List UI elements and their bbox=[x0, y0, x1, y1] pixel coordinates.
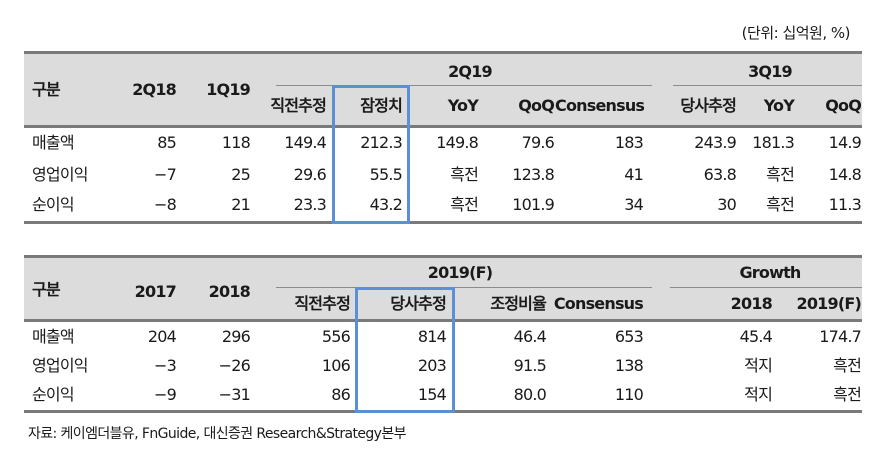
cell-prev-est: 106 bbox=[321, 356, 351, 375]
table2-top-rule bbox=[24, 255, 862, 258]
cell-consensus: 110 bbox=[614, 385, 644, 404]
cell-our-est: 154 bbox=[417, 385, 447, 404]
cell-yoy: 흑전 bbox=[450, 165, 479, 184]
table2-growth-group-rule bbox=[670, 287, 862, 288]
row-label: 영업이익 bbox=[32, 165, 88, 184]
cell-3q19-our-est: 63.8 bbox=[703, 165, 737, 184]
cell-2q18: −7 bbox=[154, 165, 177, 184]
header-adj-ratio: 조정비율 bbox=[490, 294, 546, 313]
cell-prev-est: 86 bbox=[331, 385, 351, 404]
header-yoy: YoY bbox=[447, 96, 479, 115]
table1-2q19-group-rule bbox=[276, 85, 652, 86]
row-label: 순이익 bbox=[32, 195, 75, 214]
group-header-2q19: 2Q19 bbox=[448, 62, 493, 81]
header-prev-est: 직전추정 bbox=[270, 96, 326, 115]
cell-our-est: 814 bbox=[417, 327, 447, 346]
row-label: 영업이익 bbox=[32, 356, 88, 375]
group-header-growth: Growth bbox=[739, 263, 801, 282]
cell-3q19-our-est: 30 bbox=[717, 195, 737, 214]
unit-label: (단위: 십억원, %) bbox=[741, 24, 851, 42]
cell-prelim: 212.3 bbox=[360, 133, 403, 152]
group-header-3q19: 3Q19 bbox=[748, 62, 793, 81]
cell-prev-est: 556 bbox=[321, 327, 351, 346]
cell-qoq: 101.9 bbox=[512, 195, 555, 214]
header-consensus: Consensus bbox=[553, 294, 644, 313]
row-label: 순이익 bbox=[32, 385, 75, 404]
cell-growth-2018: 적지 bbox=[744, 385, 773, 404]
cell-3q19-qoq: 14.8 bbox=[828, 165, 862, 184]
cell-3q19-yoy: 흑전 bbox=[766, 165, 795, 184]
group-header-2019f: 2019(F) bbox=[427, 263, 493, 282]
cell-1q19: 25 bbox=[231, 165, 251, 184]
row-label: 매출액 bbox=[32, 327, 75, 346]
cell-3q19-yoy: 181.3 bbox=[752, 133, 795, 152]
table1-header-rule bbox=[24, 125, 862, 128]
cell-growth-2019f: 흑전 bbox=[833, 356, 862, 375]
cell-growth-2018: 적지 bbox=[744, 356, 773, 375]
header-category: 구분 bbox=[32, 80, 61, 99]
cell-adj-ratio: 91.5 bbox=[513, 356, 547, 375]
cell-2q18: 85 bbox=[157, 133, 177, 152]
row-label: 매출액 bbox=[32, 133, 75, 152]
cell-3q19-qoq: 11.3 bbox=[828, 195, 862, 214]
header-3q19-yoy: YoY bbox=[763, 96, 795, 115]
table2-2019f-group-rule bbox=[276, 287, 652, 288]
cell-2017: −3 bbox=[154, 356, 177, 375]
header-2q18: 2Q18 bbox=[132, 80, 177, 99]
cell-adj-ratio: 46.4 bbox=[513, 327, 547, 346]
header-prelim: 잠정치 bbox=[360, 96, 403, 115]
cell-consensus: 138 bbox=[614, 356, 644, 375]
header-growth-2018: 2018 bbox=[730, 294, 773, 313]
cell-qoq: 123.8 bbox=[512, 165, 555, 184]
table1-header-bg bbox=[24, 53, 862, 127]
header-prev-est: 직전추정 bbox=[294, 294, 350, 313]
header-2017: 2017 bbox=[134, 282, 177, 301]
source-note: 자료: 케이엠더블유, FnGuide, 대신증권 Research&Strat… bbox=[28, 426, 407, 442]
header-2018: 2018 bbox=[208, 282, 251, 301]
cell-our-est: 203 bbox=[417, 356, 447, 375]
cell-3q19-yoy: 흑전 bbox=[766, 195, 795, 214]
cell-growth-2019f: 174.7 bbox=[819, 327, 862, 346]
cell-growth-2019f: 흑전 bbox=[833, 385, 862, 404]
cell-qoq: 79.6 bbox=[521, 133, 555, 152]
cell-prev-est: 29.6 bbox=[293, 165, 327, 184]
prelim-highlight-box bbox=[332, 85, 410, 224]
cell-2018: 296 bbox=[221, 327, 251, 346]
cell-consensus: 41 bbox=[624, 165, 644, 184]
cell-3q19-qoq: 14.9 bbox=[828, 133, 862, 152]
header-3q19-qoq: QoQ bbox=[825, 96, 862, 115]
cell-growth-2018: 45.4 bbox=[739, 327, 773, 346]
cell-1q19: 118 bbox=[221, 133, 251, 152]
cell-prev-est: 149.4 bbox=[284, 133, 327, 152]
cell-3q19-our-est: 243.9 bbox=[694, 133, 737, 152]
header-our-est: 당사추정 bbox=[390, 294, 446, 313]
header-category: 구분 bbox=[32, 280, 61, 299]
table1-top-rule bbox=[24, 51, 862, 54]
cell-yoy: 흑전 bbox=[450, 195, 479, 214]
cell-1q19: 21 bbox=[231, 195, 251, 214]
header-qoq: QoQ bbox=[518, 96, 555, 115]
cell-prev-est: 23.3 bbox=[293, 195, 327, 214]
cell-2017: 204 bbox=[147, 327, 177, 346]
table2-header-rule bbox=[24, 319, 862, 322]
table1-bottom-rule bbox=[24, 221, 862, 224]
cell-yoy: 149.8 bbox=[436, 133, 479, 152]
cell-2017: −9 bbox=[154, 385, 177, 404]
cell-2018: −26 bbox=[218, 356, 251, 375]
cell-prelim: 43.2 bbox=[369, 195, 403, 214]
header-3q19-our-est: 당사추정 bbox=[680, 96, 736, 115]
header-1q19: 1Q19 bbox=[206, 80, 251, 99]
cell-2018: −31 bbox=[218, 385, 251, 404]
header-growth-2019f: 2019(F) bbox=[796, 294, 862, 313]
cell-adj-ratio: 80.0 bbox=[513, 385, 547, 404]
cell-consensus: 34 bbox=[624, 195, 644, 214]
cell-consensus: 653 bbox=[614, 327, 644, 346]
table1-3q19-group-rule bbox=[673, 85, 862, 86]
header-consensus: Consensus bbox=[555, 96, 645, 115]
cell-consensus: 183 bbox=[614, 133, 644, 152]
cell-prelim: 55.5 bbox=[369, 165, 403, 184]
cell-2q18: −8 bbox=[154, 195, 177, 214]
our-est-highlight-box bbox=[355, 287, 455, 413]
